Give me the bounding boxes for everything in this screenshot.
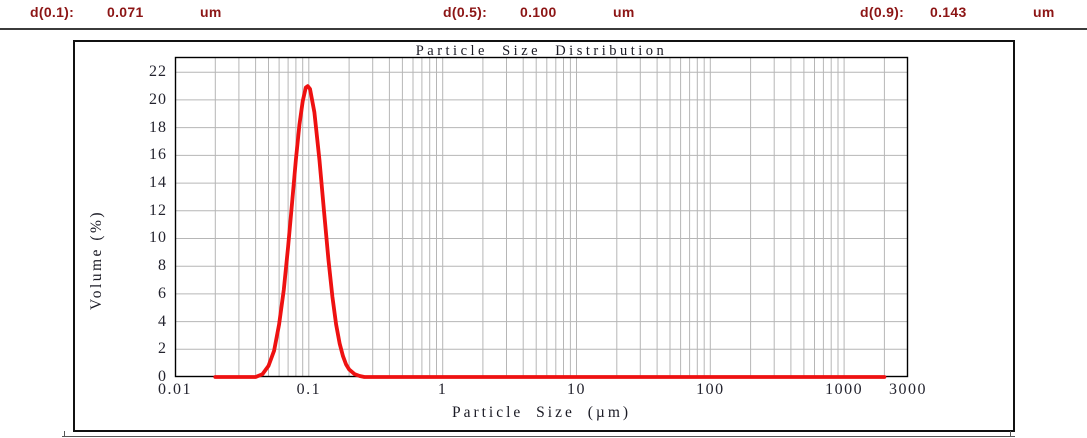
x-axis-title: Particle Size (µm) bbox=[451, 404, 632, 421]
y-tick-label: 0 bbox=[158, 368, 167, 385]
d50-label: d(0.5): bbox=[443, 4, 488, 20]
cropped-table-right-nub bbox=[1010, 431, 1011, 437]
x-tick-label: 0.01 bbox=[158, 381, 192, 398]
plot-border bbox=[174, 56, 909, 378]
y-tick-label: 10 bbox=[149, 229, 167, 247]
x-tick-label: 3000 bbox=[889, 381, 927, 398]
plot-canvas bbox=[174, 56, 909, 379]
x-tick-label: 1000 bbox=[825, 381, 864, 398]
header-divider bbox=[0, 28, 1087, 30]
y-tick-label: 14 bbox=[149, 174, 167, 192]
d50-unit: um bbox=[613, 4, 635, 20]
chart-frame: Particle Size Distribution 0 2 4 6 8 10 12 14 16… bbox=[73, 40, 1015, 432]
d90-value: 0.143 bbox=[930, 4, 967, 20]
distribution-curve bbox=[213, 84, 887, 379]
y-tick-label: 8 bbox=[158, 257, 167, 275]
cropped-table-left-nub bbox=[64, 431, 65, 437]
y-tick-label: 12 bbox=[149, 201, 167, 219]
x-tick-label: 10 bbox=[566, 381, 586, 398]
result-stats-header: d(0.1): 0.071 um d(0.5): 0.100 um d(0.9)… bbox=[0, 0, 1087, 28]
x-tick-label: 1 bbox=[437, 381, 448, 398]
x-tick-label: 0.1 bbox=[296, 381, 322, 398]
y-tick-label: 2 bbox=[158, 340, 167, 358]
d10-value: 0.071 bbox=[107, 4, 144, 20]
y-tick-label: 6 bbox=[158, 284, 167, 302]
x-tick-label: 100 bbox=[696, 381, 725, 398]
y-tick-label: 16 bbox=[149, 146, 167, 164]
y-tick-label: 20 bbox=[149, 90, 167, 108]
gridlines bbox=[175, 57, 908, 377]
y-axis-title: Volume (%) bbox=[88, 209, 105, 311]
d50-value: 0.100 bbox=[520, 4, 557, 20]
d90-label: d(0.9): bbox=[860, 4, 905, 20]
plot-area bbox=[174, 56, 909, 379]
d10-unit: um bbox=[200, 4, 222, 20]
y-tick-label: 22 bbox=[149, 63, 167, 81]
d90-unit: um bbox=[1033, 4, 1055, 20]
y-tick-label: 18 bbox=[149, 118, 167, 136]
y-tick-label: 4 bbox=[158, 312, 167, 330]
d10-label: d(0.1): bbox=[30, 4, 75, 20]
cropped-table-top-border bbox=[62, 436, 1015, 437]
chart-title: Particle Size Distribution bbox=[415, 43, 668, 59]
